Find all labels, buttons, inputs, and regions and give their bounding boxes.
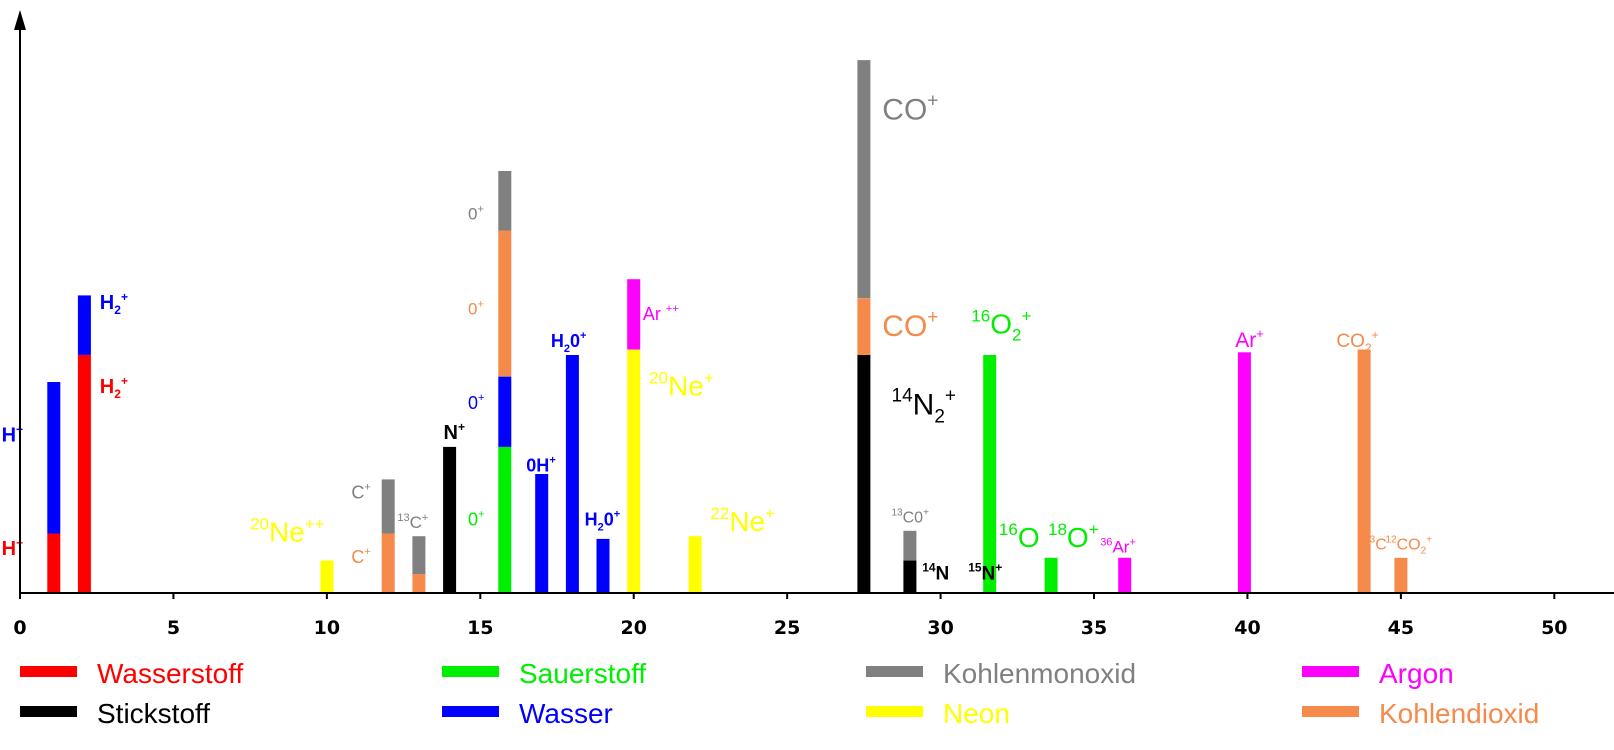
peak-label: 20Ne+ <box>649 369 714 402</box>
legend-swatch <box>442 706 499 717</box>
bar-segment <box>1394 557 1408 593</box>
x-tick-label: 50 <box>1541 617 1567 639</box>
peak-label: 18O+ <box>1048 520 1099 553</box>
bar-segment <box>983 355 997 593</box>
peak-label: 14N <box>922 561 949 585</box>
bar-segment <box>627 279 641 350</box>
legend-label: Argon <box>1379 658 1454 689</box>
bar-segment <box>1357 349 1371 593</box>
peak-label: H20+ <box>551 330 587 355</box>
bar-segment <box>498 376 512 447</box>
bar-segment <box>498 446 512 593</box>
peak-label: 0+ <box>468 298 484 318</box>
legend: Wasserstoff Stickstoff Sauerstoff Wasser Koh… <box>20 658 1539 729</box>
bar-segment <box>412 574 426 593</box>
bar-segment <box>47 382 61 534</box>
peak-label: CO+ <box>882 91 938 127</box>
x-tick-label: 10 <box>314 617 340 639</box>
peak-label: N+ <box>444 420 465 444</box>
peak-label: CO2+ <box>1336 328 1378 355</box>
legend-label: Stickstoff <box>97 698 210 729</box>
peak-label: CO+ <box>882 307 938 343</box>
bar-segment <box>498 171 512 231</box>
peak-label: 16O2+ <box>971 306 1031 344</box>
peak-label: 13C <box>1364 535 1387 554</box>
peak-label: C+ <box>351 546 370 567</box>
peak-label: H2+ <box>100 290 128 317</box>
bar-segment <box>535 474 549 593</box>
bar-segment <box>565 355 579 593</box>
legend-swatch <box>20 706 77 717</box>
x-tick-label: 15 <box>467 617 493 639</box>
bar-segment <box>1044 557 1058 593</box>
peak-label: 0+ <box>468 392 484 413</box>
x-tick-label: 35 <box>1081 617 1107 639</box>
x-tick-label: 40 <box>1234 617 1260 639</box>
bar-segment <box>1118 557 1132 593</box>
bar-segment <box>903 530 917 561</box>
bar-segment <box>77 355 91 593</box>
legend-label: Kohlenmonoxid <box>943 658 1136 689</box>
peak-label: 0H+ <box>526 454 555 475</box>
peak-label: 13C+ <box>397 512 428 532</box>
bar-segment <box>381 533 395 593</box>
bar-segment <box>857 60 871 299</box>
bars-layer <box>47 60 1408 593</box>
bar-segment <box>381 479 395 534</box>
bar-segment <box>857 355 871 593</box>
x-tick-label: 20 <box>620 617 646 639</box>
legend-swatch <box>442 666 499 677</box>
legend-label: Neon <box>943 698 1010 729</box>
legend-swatch <box>1302 666 1359 677</box>
bar-segment <box>627 349 641 593</box>
peak-label: H2+ <box>100 374 128 401</box>
legend-label: Wasser <box>519 698 613 729</box>
legend-label: Kohlendioxid <box>1379 698 1539 729</box>
x-tick-label: 25 <box>774 617 800 639</box>
legend-swatch <box>866 706 923 717</box>
x-axis-ticks: 0 5 10 15 20 25 30 35 40 45 50 <box>13 593 1568 639</box>
bar-segment <box>498 230 512 377</box>
peak-label: Ar+ <box>1235 326 1264 352</box>
bar-segment <box>688 536 702 593</box>
peak-label: H20+ <box>585 508 621 533</box>
peak-label: 15N+ <box>968 561 1002 585</box>
bar-segment <box>77 295 91 355</box>
bar-segment <box>903 560 917 593</box>
peak-label: 13C0+ <box>892 508 930 527</box>
legend-swatch <box>1302 706 1359 717</box>
legend-label: Sauerstoff <box>519 658 646 689</box>
bar-segment <box>596 538 610 593</box>
peak-label: 20Ne++ <box>250 515 325 548</box>
peak-label: 36Ar+ <box>1100 536 1136 556</box>
peak-label: 12CO2+ <box>1386 535 1433 557</box>
bar-segment <box>857 298 871 355</box>
bar-segment <box>1237 352 1251 593</box>
y-axis-arrow <box>14 10 26 30</box>
peak-label: 22Ne+ <box>710 504 775 537</box>
bar-segment <box>443 446 457 593</box>
x-tick-label: 45 <box>1388 617 1414 639</box>
legend-label: Wasserstoff <box>97 658 243 689</box>
x-tick-label: 0 <box>13 617 26 639</box>
bar-segment <box>320 560 334 593</box>
peak-label: 16O <box>999 520 1040 553</box>
x-tick-label: 30 <box>927 617 953 639</box>
x-tick-label: 5 <box>167 617 180 639</box>
bar-segment <box>47 533 61 593</box>
peak-label: C+ <box>351 481 370 502</box>
peak-label: Ar ++ <box>643 303 679 324</box>
legend-swatch <box>20 666 77 677</box>
legend-swatch <box>866 666 923 677</box>
peak-label: 0+ <box>468 204 484 224</box>
peak-label: 0+ <box>468 508 484 529</box>
axes <box>14 10 1614 594</box>
peak-label: 14N2+ <box>892 386 957 428</box>
peak-labels: H+H+H2+H2+20Ne++C+C+13C+N+0+0+0+0+0H+H20… <box>2 91 1433 585</box>
bar-segment <box>412 536 426 575</box>
